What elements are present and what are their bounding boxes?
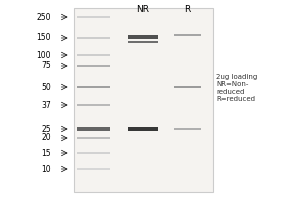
- Bar: [76, 16, 110, 18]
- Text: 250: 250: [37, 12, 51, 21]
- Bar: [174, 128, 201, 130]
- Text: 15: 15: [41, 148, 51, 158]
- Bar: [76, 86, 110, 88]
- Text: R: R: [184, 5, 190, 14]
- Bar: [76, 37, 110, 39]
- Bar: [76, 54, 110, 56]
- Text: NR: NR: [136, 5, 149, 14]
- Bar: [128, 35, 158, 39]
- Text: 37: 37: [41, 100, 51, 110]
- Text: 75: 75: [41, 62, 51, 71]
- Text: 150: 150: [37, 33, 51, 43]
- Bar: [174, 34, 201, 36]
- Bar: [128, 127, 158, 131]
- Text: 20: 20: [41, 134, 51, 142]
- Bar: [128, 41, 158, 43]
- Bar: [76, 137, 110, 139]
- Text: 50: 50: [41, 83, 51, 92]
- Bar: [76, 127, 110, 131]
- Bar: [76, 104, 110, 106]
- Text: 25: 25: [41, 124, 51, 134]
- Bar: [76, 168, 110, 170]
- Text: 2ug loading
NR=Non-
reduced
R=reduced: 2ug loading NR=Non- reduced R=reduced: [216, 74, 257, 102]
- Bar: [76, 65, 110, 67]
- Text: 100: 100: [37, 50, 51, 60]
- Text: 10: 10: [41, 164, 51, 173]
- Bar: [76, 152, 110, 154]
- Bar: [74, 8, 213, 192]
- Bar: [174, 86, 201, 88]
